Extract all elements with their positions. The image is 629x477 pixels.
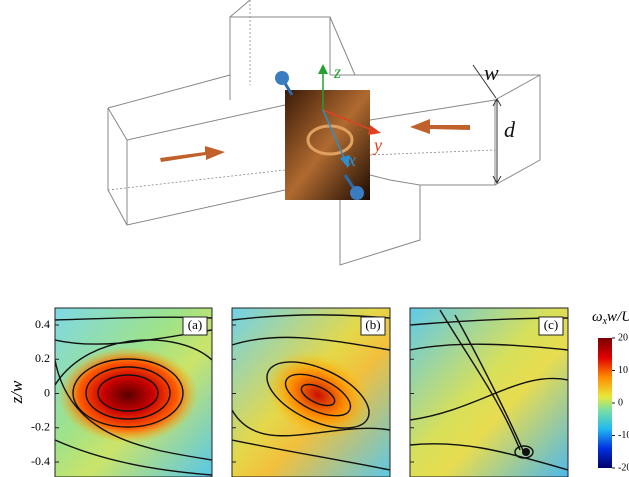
channel-geometry: [108, 0, 540, 265]
colorbar-tick-label: 10: [618, 365, 628, 376]
y-tick-label: -0.4: [31, 454, 50, 468]
y-tick-label: -0.2: [31, 420, 50, 434]
vorticity-slice: [285, 90, 370, 200]
colorbar-tick-label: -10: [618, 430, 629, 441]
panel-label: (b): [365, 317, 380, 332]
colorbar-label-rest: w/U: [607, 309, 629, 325]
axis-label-z: z: [333, 62, 341, 82]
axis-label-y: y: [372, 135, 382, 155]
panel-label: (a): [188, 317, 202, 332]
colorbar-tick-label: 20: [618, 332, 628, 343]
y-tick-label: 0: [44, 385, 50, 399]
dimension-w: w: [484, 60, 499, 85]
colorbar: [598, 338, 612, 468]
colorbar-tick-label: -20: [618, 462, 629, 473]
panel-label: (c): [544, 317, 558, 332]
colorbar-label-main: ω: [592, 309, 603, 325]
dimension-d: d: [504, 117, 516, 142]
y-axis-label: z/w: [7, 380, 26, 404]
axis-label-x: x: [347, 150, 356, 170]
y-tick-label: 0.4: [35, 317, 50, 331]
y-tick-label: 0.2: [35, 351, 50, 365]
colorbar-label: ωxw/U: [592, 309, 629, 327]
colorbar-tick-label: 0: [618, 397, 623, 408]
figure: z y x w d: [0, 0, 629, 477]
